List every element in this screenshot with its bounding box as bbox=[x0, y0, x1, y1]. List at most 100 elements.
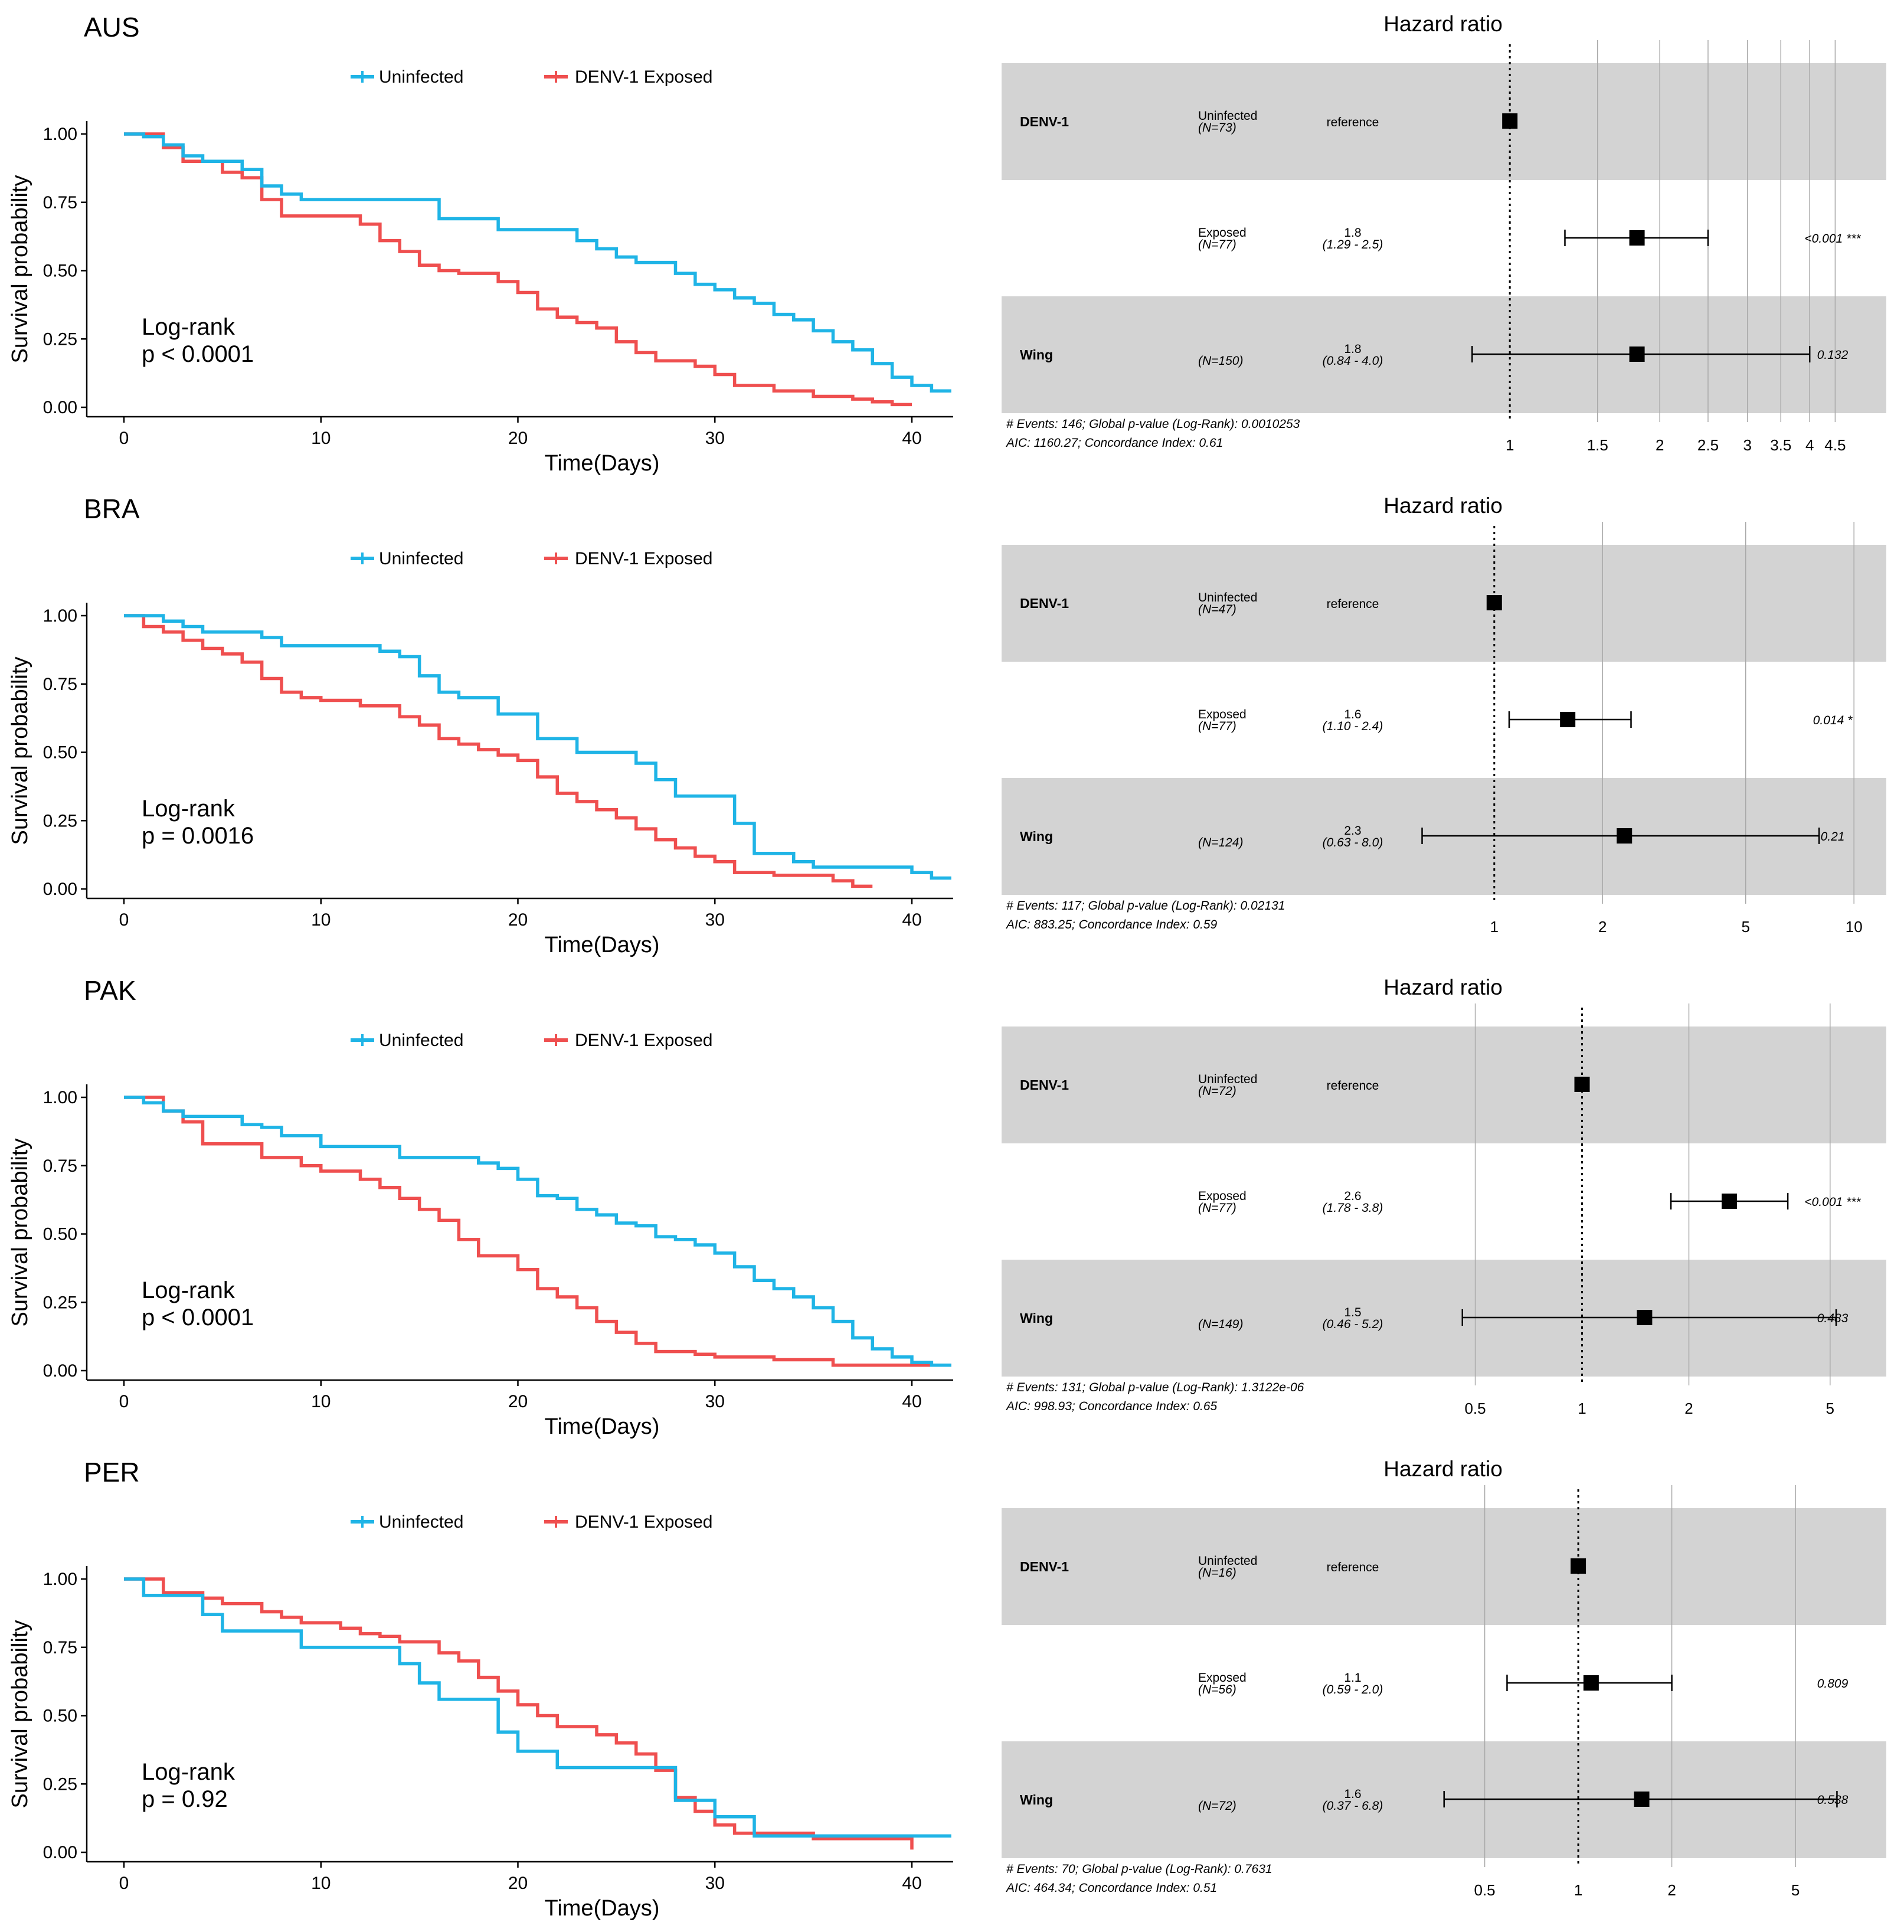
hr-n-label: (N=72) bbox=[1198, 1084, 1236, 1098]
hr-footer-events: # Events: 117; Global p-value (Log-Rank)… bbox=[1006, 899, 1285, 913]
logrank-p-value: p = 0.92 bbox=[142, 1786, 228, 1812]
km-x-tick-label: 10 bbox=[311, 1392, 331, 1411]
hr-panel-bra: Hazard ratio 1 2 5 10 DENV-1 Uninfected(N=47) r… bbox=[1002, 493, 1886, 936]
hr-band bbox=[1002, 1508, 1886, 1625]
km-y-tick-label: 0.75 bbox=[43, 1156, 77, 1176]
hr-axis-tick-label: 5 bbox=[1742, 918, 1750, 936]
hr-point-estimate bbox=[1502, 113, 1518, 129]
hr-axis-tick-label: 2 bbox=[1598, 918, 1607, 936]
km-curve-exposed bbox=[124, 1577, 914, 1850]
hr-variable-label: Wing bbox=[1020, 829, 1053, 844]
hr-axis-tick-label: 10 bbox=[1846, 918, 1863, 936]
hr-band bbox=[1002, 63, 1886, 180]
hr-ci-label: (1.78 - 3.8) bbox=[1323, 1201, 1383, 1215]
legend-label-exposed: DENV-1 Exposed bbox=[575, 1031, 712, 1050]
hr-p-value: 0.014 * bbox=[1813, 714, 1853, 727]
hr-footer-events: # Events: 131; Global p-value (Log-Rank)… bbox=[1006, 1381, 1304, 1394]
hr-p-value: <0.001 *** bbox=[1804, 232, 1861, 246]
km-x-tick-label: 0 bbox=[119, 429, 129, 448]
km-panel-title: AUS bbox=[84, 12, 140, 43]
hr-level-label: Exposed bbox=[1198, 1671, 1247, 1685]
hr-point-estimate bbox=[1617, 828, 1633, 844]
hr-title: Hazard ratio bbox=[1383, 975, 1503, 999]
hr-point-estimate bbox=[1629, 230, 1645, 246]
km-y-tick-label: 0.25 bbox=[43, 329, 77, 349]
logrank-p-value: p < 0.0001 bbox=[142, 341, 254, 367]
km-x-tick-label: 40 bbox=[902, 1392, 921, 1411]
hr-level-label: Uninfected bbox=[1198, 1073, 1257, 1086]
hr-estimate-label: 2.6 bbox=[1344, 1189, 1361, 1203]
km-y-tick-label: 0.25 bbox=[43, 1293, 77, 1312]
km-x-tick-label: 20 bbox=[508, 429, 528, 448]
hr-axis-tick-label: 5 bbox=[1791, 1881, 1800, 1899]
hr-footer-aic: AIC: 1160.27; Concordance Index: 0.61 bbox=[1005, 436, 1223, 450]
km-y-tick-label: 1.00 bbox=[43, 125, 77, 144]
km-y-tick-label: 0.50 bbox=[43, 1225, 77, 1244]
km-x-tick-label: 30 bbox=[705, 1392, 725, 1411]
hr-title: Hazard ratio bbox=[1383, 493, 1503, 518]
km-x-tick-label: 20 bbox=[508, 1392, 528, 1411]
hr-point-estimate bbox=[1629, 346, 1645, 362]
logrank-label: Log-rank bbox=[142, 314, 235, 340]
km-x-tick-label: 40 bbox=[902, 429, 921, 448]
hr-panel-pak: Hazard ratio 0.5 1 2 5 DENV-1 Uninfected(N=72)… bbox=[1002, 975, 1886, 1417]
hr-footer-aic: AIC: 464.34; Concordance Index: 0.51 bbox=[1005, 1881, 1217, 1895]
km-y-tick-label: 1.00 bbox=[43, 1570, 77, 1589]
hr-footer-events: # Events: 70; Global p-value (Log-Rank):… bbox=[1006, 1862, 1272, 1876]
hr-n-label: (N=77) bbox=[1198, 720, 1236, 733]
km-y-axis-label: Survival probability bbox=[8, 657, 32, 845]
km-legend: Uninfected DENV-1 Exposed bbox=[351, 67, 712, 87]
hr-estimate-label: 1.6 bbox=[1344, 1787, 1361, 1801]
hr-level-label: Uninfected bbox=[1198, 1554, 1257, 1568]
km-x-tick-label: 10 bbox=[311, 910, 331, 930]
km-x-tick-label: 20 bbox=[508, 910, 528, 930]
hr-variable-label: Wing bbox=[1020, 1792, 1053, 1807]
hr-n-label: (N=73) bbox=[1198, 121, 1236, 135]
km-x-tick-label: 30 bbox=[705, 1874, 725, 1893]
hr-axis-tick-label: 1.5 bbox=[1587, 436, 1608, 454]
km-y-tick-label: 0.50 bbox=[43, 261, 77, 281]
logrank-label: Log-rank bbox=[142, 1759, 235, 1785]
hr-p-value: 0.21 bbox=[1821, 830, 1845, 844]
hr-n-label: (N=16) bbox=[1198, 1566, 1236, 1580]
hr-axis-tick-label: 0.5 bbox=[1464, 1400, 1486, 1417]
hr-axis-tick-label: 1 bbox=[1490, 918, 1499, 936]
hr-footer-events: # Events: 146; Global p-value (Log-Rank)… bbox=[1006, 417, 1300, 431]
km-panel-bra: BRA Uninfected DENV-1 Exposed 0.00 0.25 0.50 0… bbox=[8, 493, 953, 957]
km-y-tick-label: 0.50 bbox=[43, 1707, 77, 1726]
hr-n-label: (N=149) bbox=[1198, 1318, 1243, 1331]
legend-label-uninfected: Uninfected bbox=[379, 67, 463, 87]
hr-axis-tick-label: 2 bbox=[1656, 436, 1664, 454]
hr-variable-label: DENV-1 bbox=[1020, 114, 1069, 129]
hr-n-label: (N=77) bbox=[1198, 238, 1236, 251]
hr-n-label: (N=77) bbox=[1198, 1201, 1236, 1215]
hr-axis-tick-label: 5 bbox=[1826, 1400, 1834, 1417]
hr-variable-label: Wing bbox=[1020, 1310, 1053, 1326]
hr-reference-label: reference bbox=[1327, 116, 1379, 129]
hr-p-value: 0.132 bbox=[1817, 348, 1849, 362]
hr-title: Hazard ratio bbox=[1383, 12, 1503, 36]
km-y-axis-label: Survival probability bbox=[8, 1139, 32, 1327]
hr-level-label: Exposed bbox=[1198, 226, 1247, 240]
km-panel-aus: AUS Uninfected DENV-1 Exposed 0.00 0.25 0.50 0… bbox=[8, 12, 953, 476]
hr-n-label: (N=56) bbox=[1198, 1683, 1236, 1696]
hr-point-estimate bbox=[1571, 1558, 1586, 1574]
km-curve-uninfected bbox=[124, 132, 951, 393]
km-legend: Uninfected DENV-1 Exposed bbox=[351, 549, 712, 568]
hr-title: Hazard ratio bbox=[1383, 1457, 1503, 1481]
hr-level-label: Exposed bbox=[1198, 708, 1247, 721]
hr-ci-label: (0.46 - 5.2) bbox=[1323, 1318, 1383, 1331]
hr-footer-aic: AIC: 998.93; Concordance Index: 0.65 bbox=[1005, 1400, 1218, 1413]
km-x-axis-label: Time(Days) bbox=[545, 1896, 660, 1921]
hr-point-estimate bbox=[1583, 1675, 1599, 1691]
km-curve-uninfected bbox=[124, 1577, 951, 1838]
km-x-tick-label: 30 bbox=[705, 429, 725, 448]
km-y-tick-label: 0.50 bbox=[43, 743, 77, 763]
hr-n-label: (N=72) bbox=[1198, 1799, 1236, 1813]
hr-point-estimate bbox=[1722, 1194, 1738, 1209]
logrank-label: Log-rank bbox=[142, 796, 235, 822]
legend-label-uninfected: Uninfected bbox=[379, 1512, 463, 1532]
hr-point-estimate bbox=[1560, 712, 1576, 727]
km-panel-per: PER Uninfected DENV-1 Exposed 0.00 0.25 0.50 0… bbox=[8, 1457, 953, 1921]
hr-footer-aic: AIC: 883.25; Concordance Index: 0.59 bbox=[1005, 918, 1218, 931]
